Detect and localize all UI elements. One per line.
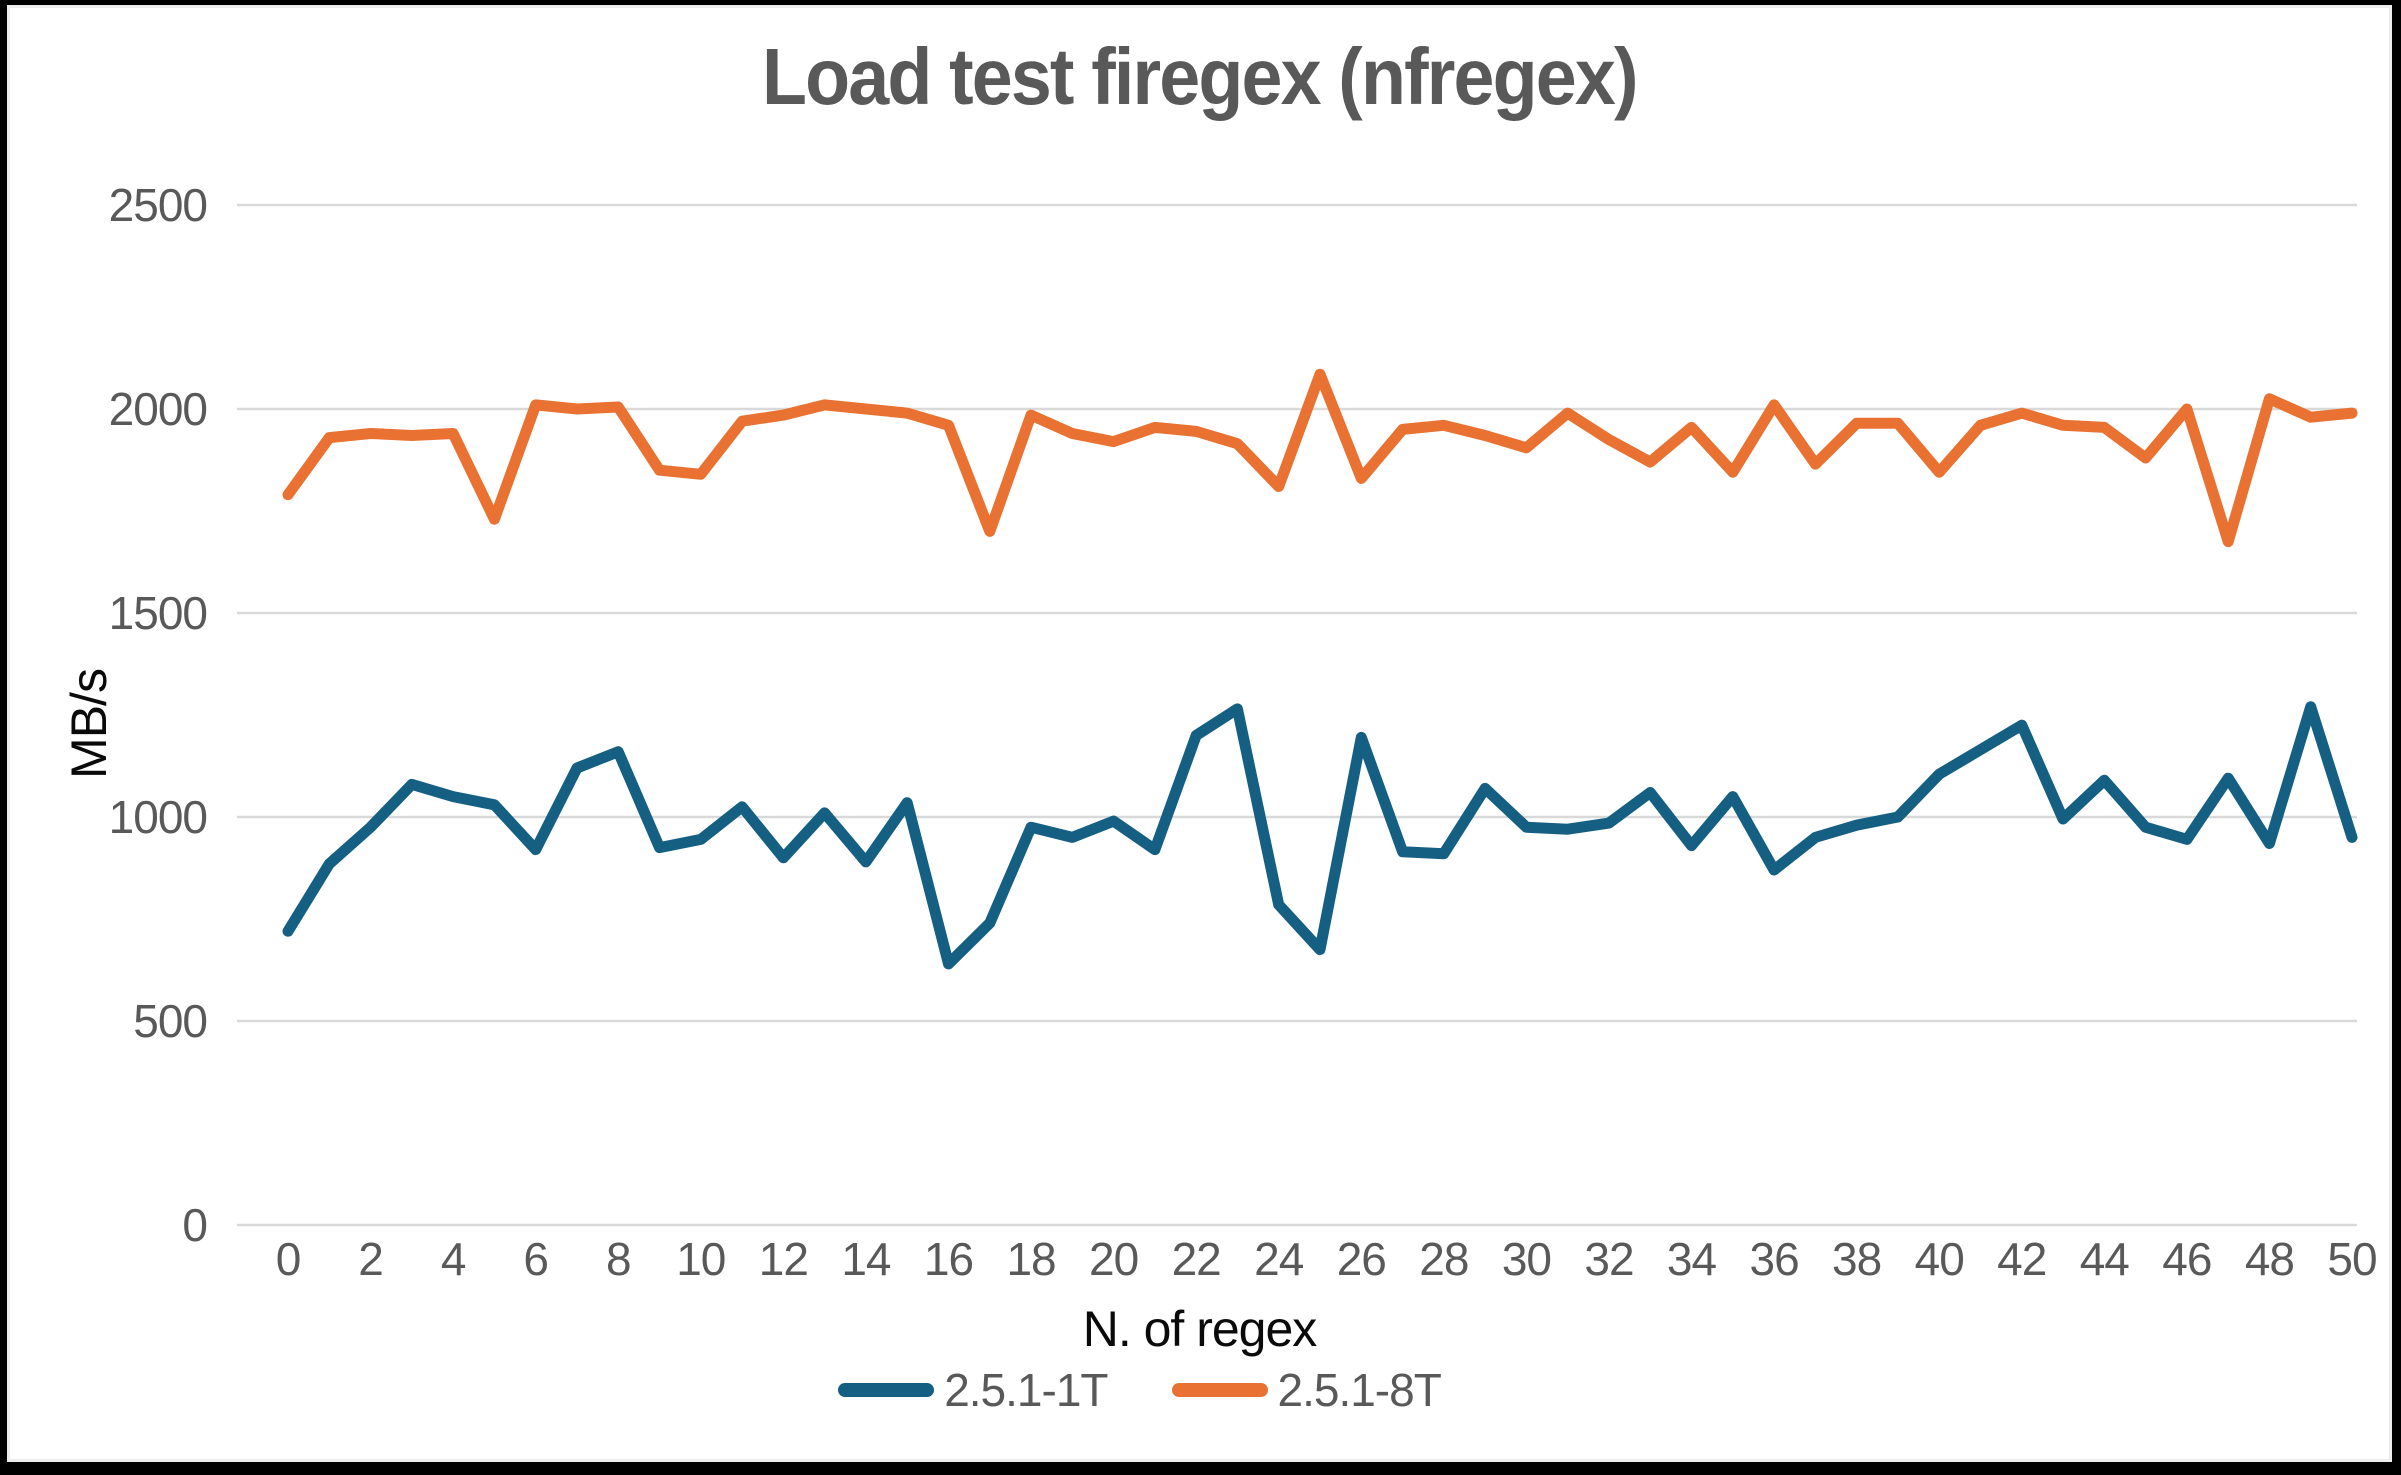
x-tick-label-40: 40 [1915,1233,1964,1285]
x-tick-label-20: 20 [1089,1233,1138,1285]
y-tick-label-2500: 2500 [109,179,207,231]
series-line-2.5.1-1T [282,701,2358,970]
x-tick-label-36: 36 [1749,1233,1798,1285]
x-tick-label-24: 24 [1254,1233,1304,1285]
y-tick-label-2000: 2000 [109,383,207,435]
legend-swatch-8t-line [1171,1383,1268,1397]
x-tick-label-48: 48 [2245,1233,2294,1285]
x-axis-title: N. of regex [1082,1301,1318,1357]
x-tick-label-32: 32 [1584,1233,1633,1285]
legend-item-1t: 2.5.1-1T [838,1363,1109,1417]
y-tick-label-1500: 1500 [109,587,207,639]
series-line-2.5.1-8T [282,368,2358,548]
y-tick-label-1000: 1000 [109,791,207,843]
x-tick-label-10: 10 [676,1233,725,1285]
legend-item-8t: 2.5.1-8T [1171,1363,1442,1417]
x-tick-label-14: 14 [841,1233,891,1285]
x-tick-label-18: 18 [1006,1233,1055,1285]
legend-label-8t: 2.5.1-8T [1277,1364,1442,1416]
x-tick-label-6: 6 [523,1233,548,1285]
x-tick-label-34: 34 [1667,1233,1717,1285]
y-axis-title: MB/s [61,669,117,779]
title-row: Load test firegex (nfregex) [7,31,2392,123]
x-tick-label-50: 50 [2327,1233,2376,1285]
legend-swatch-1t-line [838,1383,935,1397]
legend: 2.5.1-1T 2.5.1-8T [7,1363,2392,1417]
x-tick-label-30: 30 [1502,1233,1551,1285]
x-tick-label-46: 46 [2162,1233,2211,1285]
x-tick-label-44: 44 [2080,1233,2130,1285]
x-tick-label-28: 28 [1419,1233,1468,1285]
x-tick-label-26: 26 [1337,1233,1386,1285]
legend-label-1t: 2.5.1-1T [944,1364,1108,1416]
x-tick-label-42: 42 [1997,1233,2046,1285]
x-tick-label-12: 12 [759,1233,808,1285]
x-tick-label-38: 38 [1832,1233,1881,1285]
y-tick-label-0: 0 [182,1199,207,1251]
x-tick-label-22: 22 [1172,1233,1221,1285]
chart-title: Load test firegex (nfregex) [762,32,1638,121]
x-tick-label-8: 8 [606,1233,631,1285]
x-tick-label-16: 16 [924,1233,973,1285]
x-tick-label-2: 2 [358,1233,383,1285]
x-tick-label-4: 4 [441,1233,466,1285]
x-tick-label-0: 0 [276,1233,301,1285]
y-tick-label-500: 500 [133,995,207,1047]
